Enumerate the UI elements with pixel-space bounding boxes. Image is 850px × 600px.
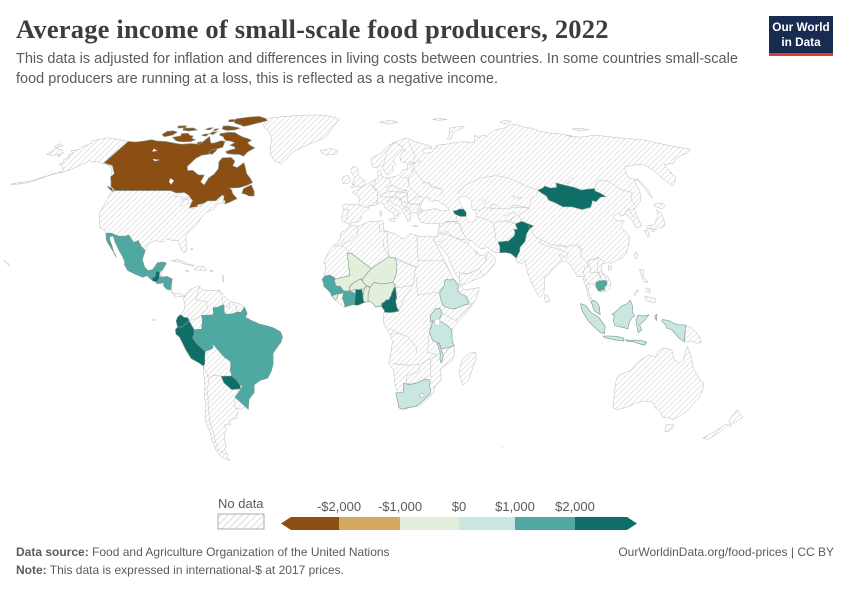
svg-text:$0: $0 — [452, 499, 466, 514]
svg-text:$2,000: $2,000 — [555, 499, 595, 514]
svg-text:-$1,000: -$1,000 — [378, 499, 422, 514]
svg-text:-$2,000: -$2,000 — [317, 499, 361, 514]
svg-text:No data: No data — [218, 496, 264, 511]
svg-text:$1,000: $1,000 — [495, 499, 535, 514]
